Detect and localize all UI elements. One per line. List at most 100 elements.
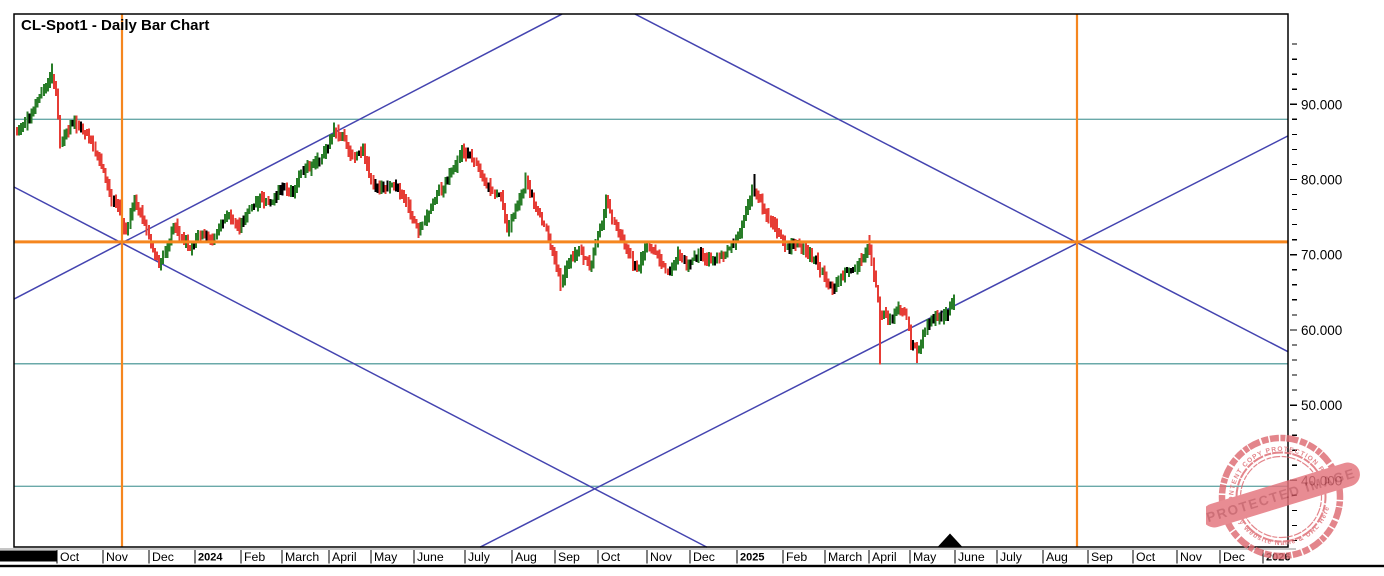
price-bar — [362, 143, 364, 157]
price-bar — [88, 128, 91, 144]
trend-line[interactable] — [13, 186, 708, 548]
price-bar — [716, 252, 719, 264]
price-bar — [178, 225, 181, 243]
price-bar — [460, 144, 463, 162]
price-bar — [679, 249, 682, 262]
trend-line[interactable] — [634, 13, 1289, 353]
trend-line[interactable] — [479, 135, 1289, 548]
price-bar — [654, 244, 657, 255]
price-bar — [668, 266, 671, 276]
price-bar — [860, 252, 863, 266]
price-bar — [586, 256, 589, 266]
price-bar — [691, 257, 694, 265]
price-bar — [265, 198, 268, 206]
price-bar — [850, 268, 853, 274]
price-bar — [821, 267, 824, 275]
price-bar — [217, 223, 220, 236]
price-bar — [938, 313, 941, 325]
price-bar — [660, 253, 663, 269]
price-bar — [658, 249, 661, 267]
price-bar — [609, 198, 612, 214]
price-bar — [462, 143, 465, 159]
price-bar — [277, 184, 280, 200]
price-bar — [726, 244, 729, 258]
x-axis-month-label: Sep — [1091, 550, 1113, 564]
x-axis-month-label: June — [417, 550, 444, 564]
price-bar — [545, 223, 548, 232]
price-bar — [615, 219, 618, 232]
price-bar — [683, 255, 686, 264]
price-bar — [508, 219, 511, 237]
price-bar — [224, 213, 226, 224]
price-bar — [811, 248, 813, 263]
price-bar — [160, 258, 163, 271]
price-bar — [417, 223, 420, 238]
price-bar — [456, 155, 459, 173]
price-bar — [230, 209, 233, 225]
price-bar — [926, 319, 929, 335]
price-bar — [759, 193, 762, 203]
price-bar — [261, 190, 264, 203]
price-bar — [899, 304, 902, 316]
price-bar — [829, 281, 832, 289]
price-bar — [390, 182, 393, 188]
price-bar — [26, 111, 29, 131]
price-bar — [699, 246, 702, 262]
price-bar — [197, 230, 200, 242]
price-bar — [813, 256, 815, 264]
price-bar — [518, 193, 521, 211]
price-bar — [240, 218, 243, 233]
price-bar — [695, 254, 698, 262]
price-bar — [403, 189, 406, 203]
price-bar — [289, 184, 292, 197]
price-bar — [316, 152, 319, 169]
price-bar — [846, 267, 848, 273]
price-bar — [553, 247, 556, 265]
price-bar — [246, 208, 249, 223]
price-bar — [250, 203, 253, 212]
price-bar — [901, 308, 904, 317]
x-axis-month-label: May — [374, 550, 398, 564]
price-bar — [49, 72, 51, 88]
price-bar — [524, 172, 527, 194]
price-bar — [314, 155, 317, 170]
y-axis-label: 90.000 — [1301, 97, 1342, 112]
price-bar — [86, 129, 88, 137]
price-bar — [139, 207, 142, 218]
price-bar — [333, 122, 336, 137]
price-bar — [510, 213, 513, 233]
price-bar — [720, 250, 723, 260]
price-bar — [298, 170, 301, 188]
price-bar — [51, 63, 53, 84]
price-bar — [572, 251, 575, 262]
price-bar — [652, 246, 655, 255]
price-bar — [199, 230, 202, 241]
price-bar — [885, 306, 888, 318]
price-bar — [763, 203, 766, 215]
price-bar — [409, 199, 412, 220]
price-bar — [944, 307, 947, 321]
price-bar — [207, 231, 210, 242]
price-bar — [802, 243, 805, 255]
price-bar — [166, 243, 169, 258]
price-bar — [368, 156, 371, 178]
price-bar — [825, 271, 828, 288]
price-bar — [512, 212, 515, 222]
price-bar — [687, 259, 690, 272]
price-bar — [205, 230, 208, 242]
price-bar — [102, 164, 105, 174]
price-bar — [36, 97, 39, 108]
price-bar — [819, 262, 822, 278]
x-axis-month-label: Feb — [244, 550, 265, 564]
price-bar — [434, 197, 437, 206]
price-bar — [75, 115, 78, 134]
price-bar — [936, 310, 939, 321]
price-bar — [382, 181, 385, 193]
trend-line[interactable] — [13, 13, 563, 300]
price-bar — [922, 329, 925, 349]
price-bar — [541, 211, 544, 226]
date-marker-triangle[interactable] — [938, 533, 962, 547]
price-bar — [852, 266, 855, 273]
price-bar — [335, 127, 338, 139]
